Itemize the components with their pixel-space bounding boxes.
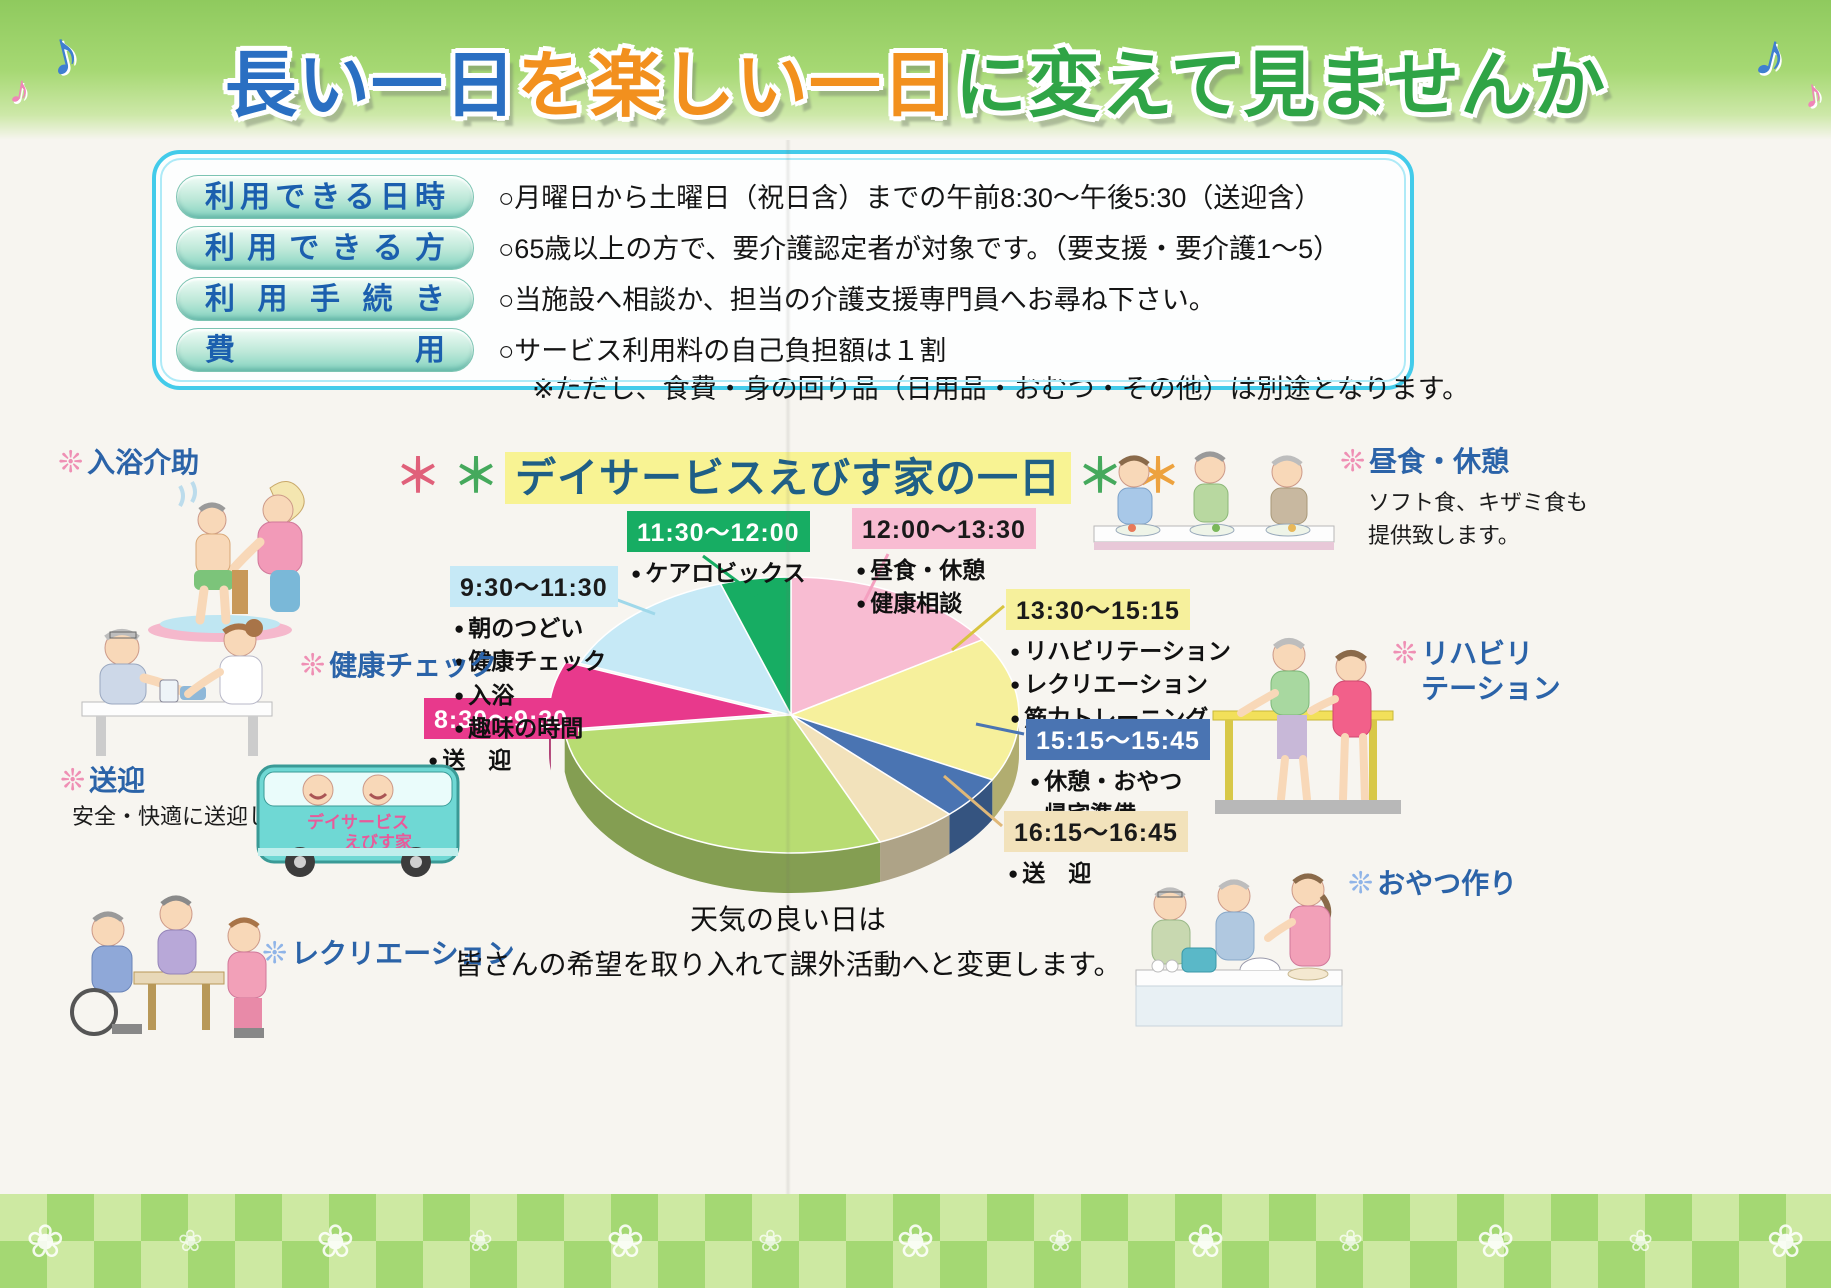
activity-item: 朝のつどい — [454, 612, 618, 645]
activity-item: リハビリテーション — [1010, 635, 1231, 668]
activity-item: 健康相談 — [856, 587, 1036, 620]
flower-icon: ❀ — [1766, 1215, 1805, 1267]
banner-title-segment: を楽しい一日 — [516, 46, 955, 126]
info-label-cost: 費用 — [176, 328, 474, 372]
activity-item: 休憩・おやつ — [1030, 765, 1210, 798]
rehabilitation-illustration — [1212, 638, 1401, 814]
flower-icon: ❀ — [316, 1215, 355, 1267]
flower-icon: ❀ — [606, 1215, 645, 1267]
daily-schedule-pie-chart — [548, 576, 1020, 893]
flower-icon: ❊ — [262, 937, 288, 970]
time-range-chip: 11:30～12:00 — [627, 511, 810, 552]
bus-illustration: デイサービス えびす家 — [256, 764, 460, 877]
pie-callout: 11:30～12:00 ケアロビックス — [627, 511, 810, 590]
flower-decoration-row: ❀ ❀ ❀ ❀ ❀ ❀ ❀ ❀ ❀ ❀ ❀ ❀ ❀ — [0, 1194, 1831, 1288]
banner-title-segment: 長い一日 — [224, 46, 517, 126]
bus-side-text: デイサービス — [307, 812, 409, 832]
flower-icon: ❀ — [896, 1215, 935, 1267]
feature-label-rehabilitation: ❊ リハビリ テーション — [1392, 636, 1561, 706]
pie-callout: 9:30～11:30 朝のつどい健康チェック入浴趣味の時間 — [450, 566, 618, 745]
flower-icon: ❊ — [60, 764, 86, 797]
flower-icon: ❀ — [1476, 1215, 1515, 1267]
flower-icon: ❀ — [26, 1215, 65, 1267]
daily-schedule-title-text: デイサービスえびす家の一日 — [505, 452, 1071, 504]
weather-note: 天気の良い日は 皆さんの希望を取り入れて課外活動へと変更します。 — [454, 904, 1122, 980]
feature-label-lunch: ❊ 昼食・休憩 — [1340, 444, 1509, 479]
snack-making-illustration — [1135, 873, 1343, 1027]
info-row-eligibility: 利用できる方 ○65歳以上の方で、要介護認定者が対象です。（要支援・要介護1～5… — [176, 226, 1388, 270]
lunch-illustration — [1093, 451, 1335, 550]
flower-icon: ❀ — [1628, 1224, 1654, 1258]
flower-icon: ❊ — [1340, 445, 1366, 478]
info-row-procedure: 利用手続き ○当施設へ相談か、担当の介護支援専門員へお尋ね下さい。 — [176, 277, 1388, 321]
feature-label-bathing: ❊ 入浴介助 — [58, 445, 199, 480]
feature-label-health-check: ❊ 健康チェック — [300, 648, 497, 683]
cost-note-line: ※ただし、食費・身の回り品（日用品・おむつ・その他）は別途となります。 — [532, 373, 1470, 404]
checker-border: ❀ ❀ ❀ ❀ ❀ ❀ ❀ ❀ ❀ ❀ ❀ ❀ ❀ — [0, 1194, 1831, 1288]
recreation-illustration — [70, 895, 267, 1038]
flower-icon: ❀ — [757, 1224, 783, 1258]
activity-item: 趣味の時間 — [454, 712, 618, 745]
bus-side-text: えびす家 — [344, 832, 412, 852]
cost-main-line: ○サービス利用料の自己負担額は１割 — [498, 336, 947, 366]
activity-item: 健康チェック — [454, 645, 618, 678]
flower-icon: ❀ — [177, 1224, 203, 1258]
banner-title: 長い一日を楽しい一日に変えて見ませんか — [0, 26, 1831, 131]
info-row-cost: 費用 ○サービス利用料の自己負担額は１割 ※ただし、食費・身の回り品（日用品・お… — [176, 328, 1469, 409]
time-range-chip: 12:00～13:30 — [852, 508, 1036, 549]
banner-title-segment: に変えて見ませんか — [954, 46, 1607, 126]
health-check-illustration — [81, 619, 273, 756]
time-range-chip: 13:30～15:15 — [1006, 589, 1190, 630]
pie-callout: 12:00～13:30 昼食・休憩健康相談 — [852, 508, 1036, 621]
flower-icon: ❊ — [300, 649, 326, 682]
daily-schedule-title: ＊＊デイサービスえびす家の一日＊＊ — [389, 440, 1187, 506]
feature-text: 入浴介助 — [87, 447, 200, 478]
activity-item: 送 迎 — [428, 744, 578, 777]
info-label-eligibility: 利用できる方 — [176, 226, 474, 270]
feature-label-transport: ❊ 送迎 — [60, 763, 145, 798]
info-label-procedure: 利用手続き — [176, 277, 474, 321]
info-row-hours: 利用できる日時 ○月曜日から土曜日（祝日含）までの午前8:30～午後5:30（送… — [176, 175, 1388, 219]
page-fold-line — [785, 140, 791, 1194]
pie-callout: 13:30～15:15リハビリテーションレクリエーション筋力トレーニング — [1006, 589, 1231, 735]
asterisk-decoration: ＊ — [453, 450, 499, 502]
feature-text: レクリエーション — [291, 938, 515, 969]
activity-item: 昼食・休憩 — [856, 554, 1036, 587]
feature-text: 送迎 — [89, 765, 146, 796]
banner: ♪ ♪ ♪ ♪ 長い一日を楽しい一日に変えて見ませんか — [0, 0, 1831, 140]
feature-text: リハビリ テーション — [1421, 638, 1561, 704]
pie-callout: 16:15～16:45 送 迎 — [1004, 811, 1188, 890]
feature-text: 健康チェック — [329, 650, 498, 681]
feature-text: 昼食・休憩 — [1369, 446, 1510, 477]
info-text-hours: ○月曜日から土曜日（祝日含）までの午前8:30～午後5:30（送迎含） — [498, 183, 1322, 213]
time-range-chip: 9:30～11:30 — [450, 566, 618, 607]
flower-icon: ❀ — [467, 1224, 493, 1258]
info-label-hours: 利用できる日時 — [176, 175, 474, 219]
asterisk-decoration: ＊ — [395, 450, 441, 502]
flower-icon: ❊ — [1392, 637, 1418, 670]
feature-label-snack-making: ❊ おやつ作り — [1348, 866, 1517, 901]
flower-icon: ❀ — [1047, 1224, 1074, 1258]
activity-item: ケアロビックス — [631, 557, 810, 590]
activity-item: 送 迎 — [1008, 857, 1188, 890]
flower-icon: ❀ — [1337, 1224, 1364, 1258]
info-text-cost: ○サービス利用料の自己負担額は１割 ※ただし、食費・身の回り品（日用品・おむつ・… — [498, 328, 1469, 409]
flower-icon: ❀ — [1186, 1215, 1225, 1267]
activity-item: レクリエーション — [1010, 668, 1231, 701]
feature-text: おやつ作り — [1377, 868, 1518, 899]
feature-label-recreation: ❊ レクリエーション — [262, 936, 515, 971]
flower-icon: ❊ — [58, 446, 84, 479]
time-range-chip: 15:15～15:45 — [1026, 719, 1210, 760]
time-range-chip: 16:15～16:45 — [1004, 811, 1188, 852]
activity-item: 入浴 — [454, 679, 618, 712]
info-text-eligibility: ○65歳以上の方で、要介護認定者が対象です。（要支援・要介護1～5） — [498, 234, 1341, 264]
info-text-procedure: ○当施設へ相談か、担当の介護支援専門員へお尋ね下さい。 — [498, 285, 1216, 315]
usage-info-box: 利用できる日時 ○月曜日から土曜日（祝日含）までの午前8:30～午後5:30（送… — [152, 150, 1469, 404]
asterisk-decoration: ＊ — [1077, 450, 1123, 502]
lunch-description: ソフト食、キザミ食も 提供致します。 — [1368, 490, 1589, 548]
flower-icon: ❊ — [1348, 867, 1374, 900]
